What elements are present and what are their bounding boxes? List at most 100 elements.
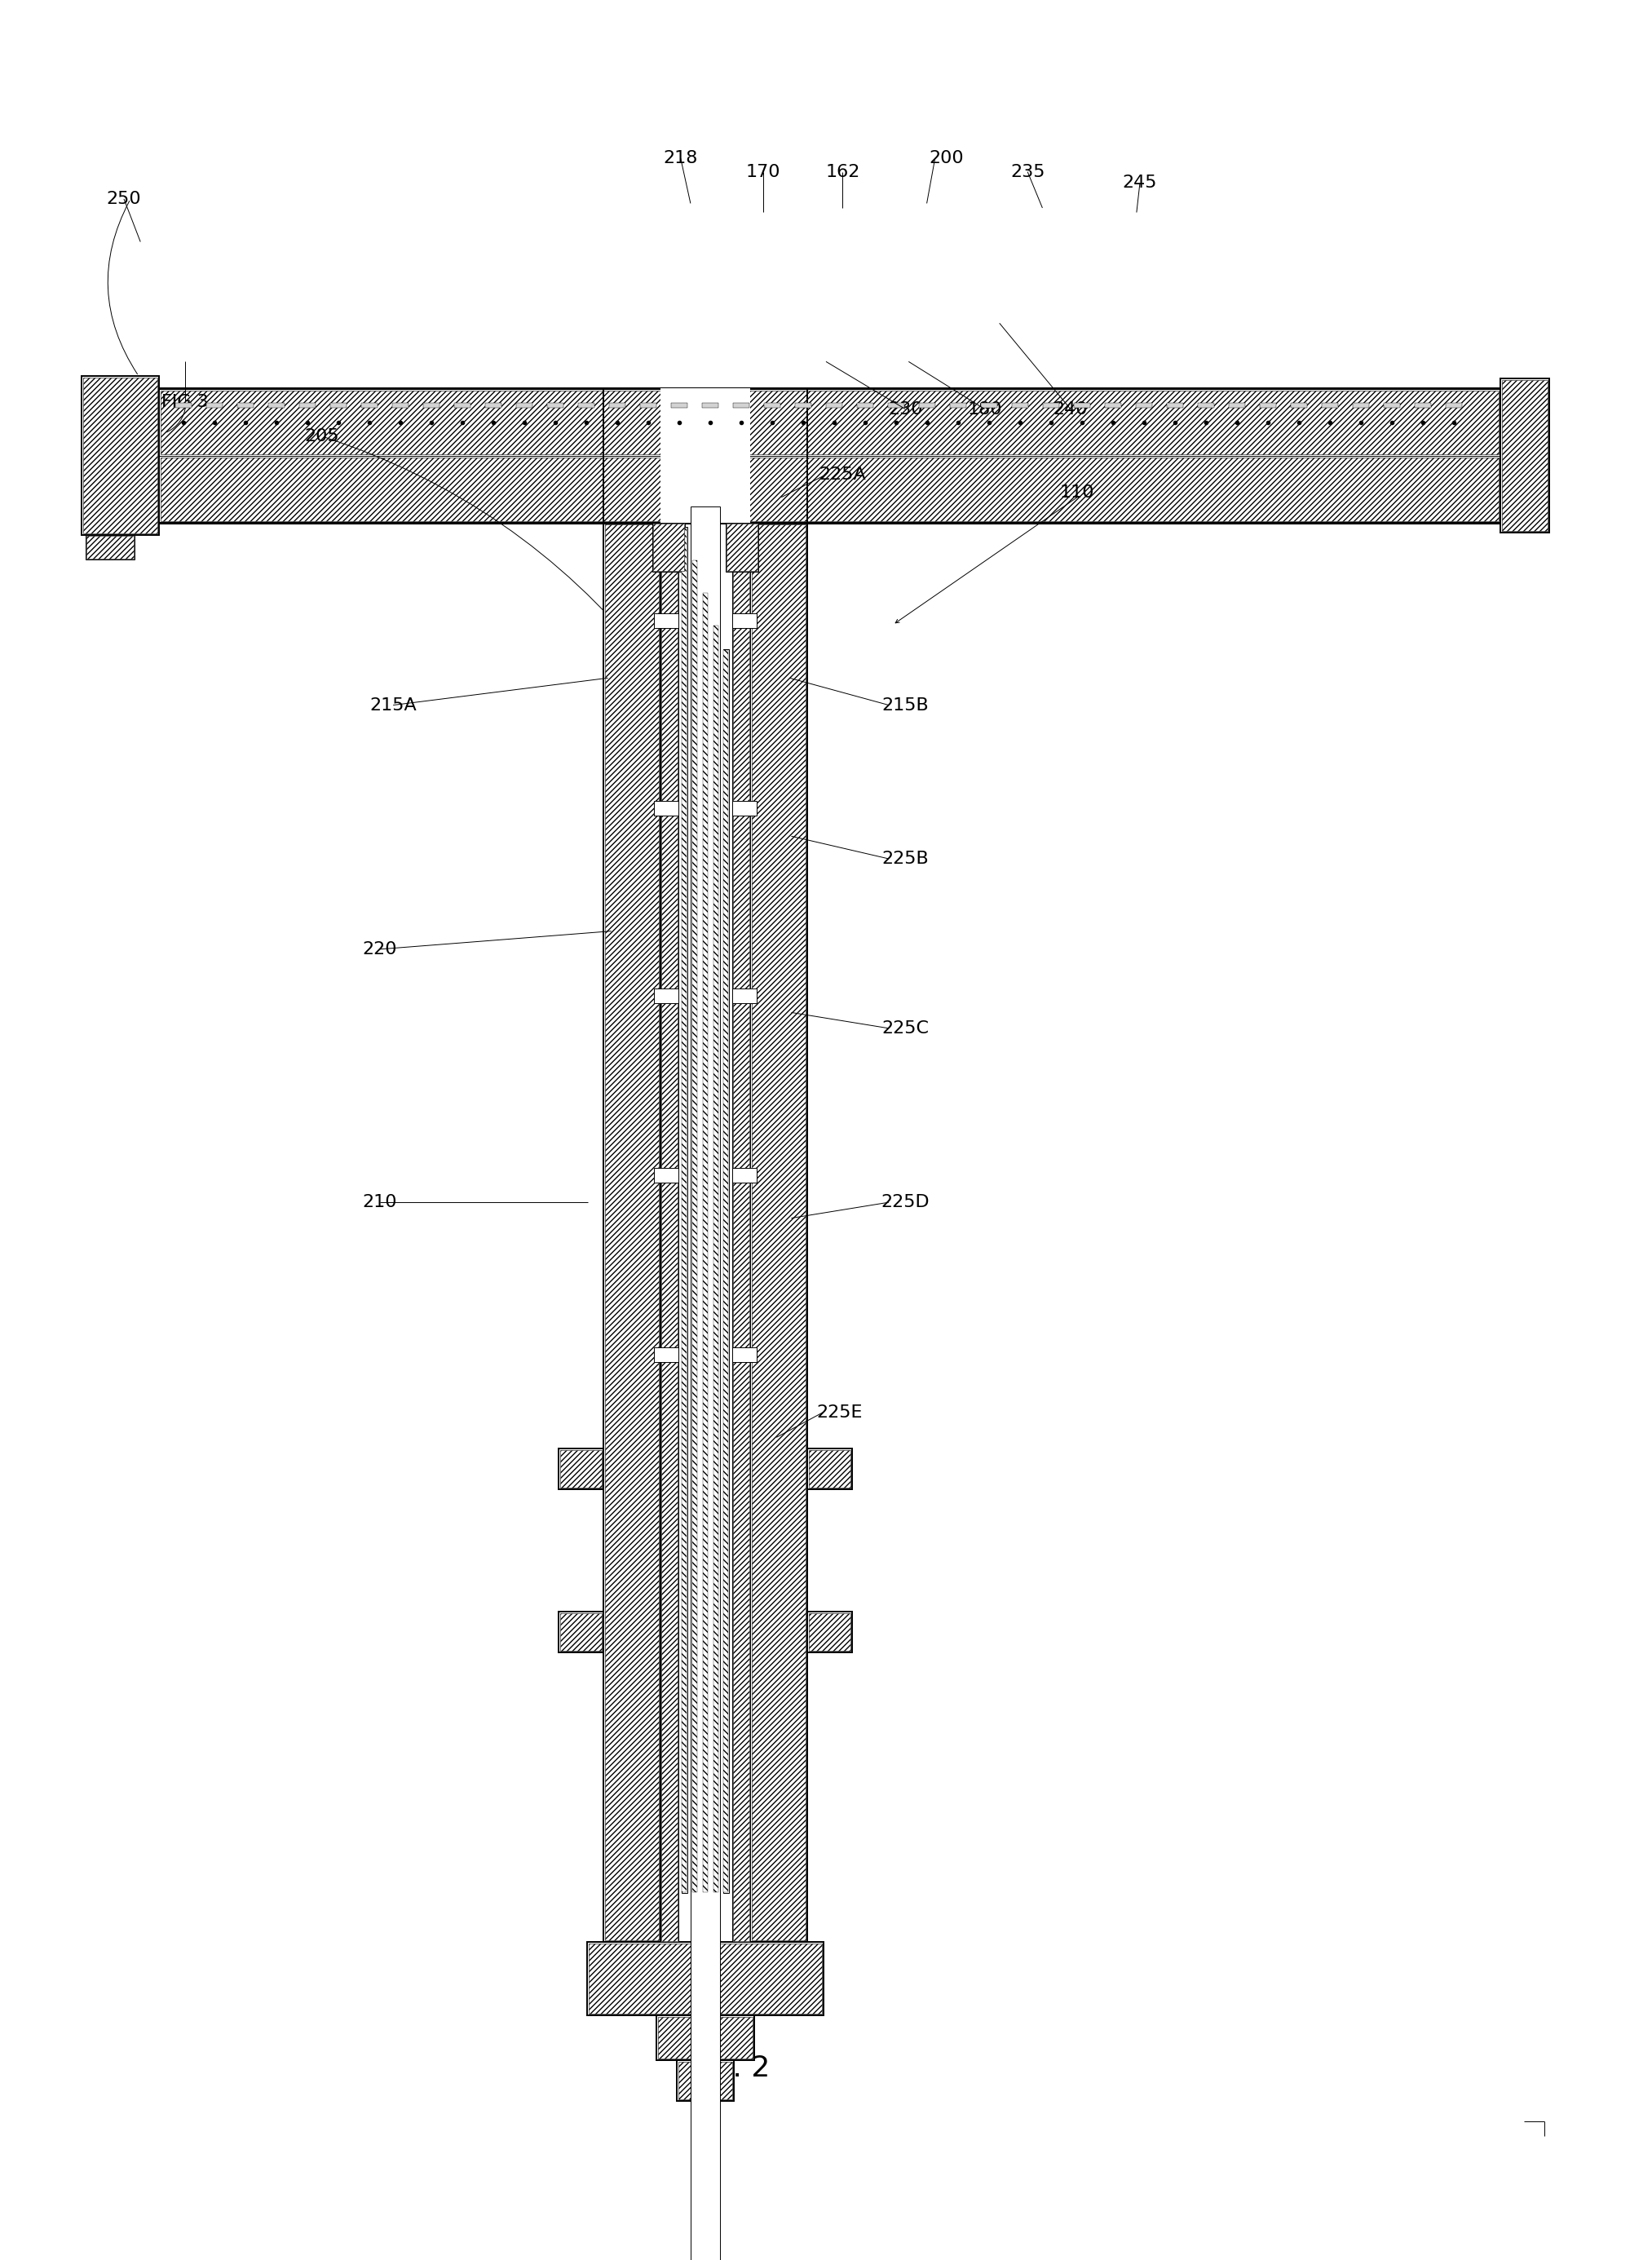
Bar (714, 626, 719, 1892)
Text: 225B: 225B (882, 850, 928, 868)
Bar (1166, 402, 1183, 407)
Text: 162: 162 (826, 163, 859, 181)
Text: 200: 200 (928, 149, 965, 167)
Bar (1198, 402, 1214, 407)
Bar (588, 1944, 823, 2014)
Bar (1384, 402, 1399, 407)
Bar (654, 612, 679, 628)
Text: 215B: 215B (882, 696, 928, 714)
Bar (654, 1347, 679, 1363)
Bar (1229, 402, 1246, 407)
Bar (558, 1611, 603, 1652)
Bar (547, 402, 563, 407)
Bar (639, 402, 656, 407)
Text: 205: 205 (304, 427, 340, 445)
Bar (603, 522, 661, 1941)
Bar (682, 527, 687, 1892)
Bar (1074, 402, 1090, 407)
Bar (578, 402, 595, 407)
Bar (732, 800, 757, 816)
Text: 225E: 225E (816, 1403, 862, 1422)
Bar (733, 524, 750, 1941)
Bar (1502, 380, 1548, 531)
Bar (714, 624, 719, 1894)
Bar (727, 524, 758, 572)
Bar (702, 592, 707, 1892)
Bar (682, 527, 687, 1894)
Bar (702, 402, 719, 407)
Text: 230: 230 (889, 400, 922, 418)
Bar (724, 651, 729, 1892)
Bar (691, 506, 720, 2260)
Text: 170: 170 (747, 163, 780, 181)
Bar (795, 402, 811, 407)
Bar (692, 560, 697, 1894)
Text: 225D: 225D (881, 1193, 930, 1211)
Bar (809, 1451, 851, 1487)
Bar (733, 402, 750, 407)
Text: 240: 240 (1054, 400, 1087, 418)
Bar (1353, 402, 1370, 407)
Bar (656, 2016, 755, 2061)
Bar (826, 402, 843, 407)
Bar (610, 402, 626, 407)
Bar (654, 1168, 679, 1182)
Bar (1013, 402, 1028, 407)
Text: 235: 235 (1011, 163, 1044, 181)
Bar (560, 1614, 601, 1650)
Bar (702, 592, 709, 1894)
Text: 210: 210 (363, 1193, 396, 1211)
Bar (558, 1449, 603, 1489)
Bar (1042, 402, 1059, 407)
Bar (732, 522, 750, 1941)
Bar (299, 402, 316, 407)
Bar (586, 1941, 824, 2016)
Bar (454, 402, 471, 407)
Text: 225A: 225A (819, 466, 866, 484)
Bar (160, 391, 1498, 454)
Bar (661, 389, 750, 522)
Bar (732, 1168, 757, 1182)
Bar (362, 402, 378, 407)
Bar (671, 402, 687, 407)
Bar (83, 377, 157, 533)
Text: 215A: 215A (370, 696, 416, 714)
Text: 250: 250 (106, 190, 142, 208)
Bar (725, 522, 758, 572)
Bar (159, 389, 1500, 522)
Bar (661, 522, 679, 1941)
Bar (809, 1614, 851, 1650)
Bar (677, 2061, 733, 2102)
Text: 218: 218 (664, 149, 697, 167)
Text: 180: 180 (968, 400, 1001, 418)
Bar (808, 1611, 852, 1652)
Bar (1322, 402, 1338, 407)
Bar (654, 988, 679, 1003)
Text: 110: 110 (1061, 484, 1094, 502)
Bar (206, 402, 223, 407)
Bar (654, 800, 679, 816)
Bar (657, 2016, 753, 2059)
Bar (392, 402, 408, 407)
Bar (661, 524, 677, 1941)
Bar (175, 402, 192, 407)
Bar (515, 402, 532, 407)
Bar (160, 457, 1498, 522)
Bar (605, 524, 659, 1941)
Bar (763, 402, 780, 407)
Text: FIG. 2: FIG. 2 (684, 2054, 770, 2081)
Bar (732, 612, 757, 628)
Bar (808, 1449, 852, 1489)
Bar (679, 2061, 732, 2100)
Bar (1500, 377, 1550, 533)
Bar (486, 402, 502, 407)
Bar (1290, 402, 1307, 407)
Bar (653, 524, 684, 572)
Bar (1137, 402, 1151, 407)
Bar (1414, 402, 1431, 407)
Bar (724, 649, 729, 1894)
Bar (1446, 402, 1462, 407)
Bar (653, 522, 686, 572)
Bar (330, 402, 347, 407)
Bar (732, 1347, 757, 1363)
